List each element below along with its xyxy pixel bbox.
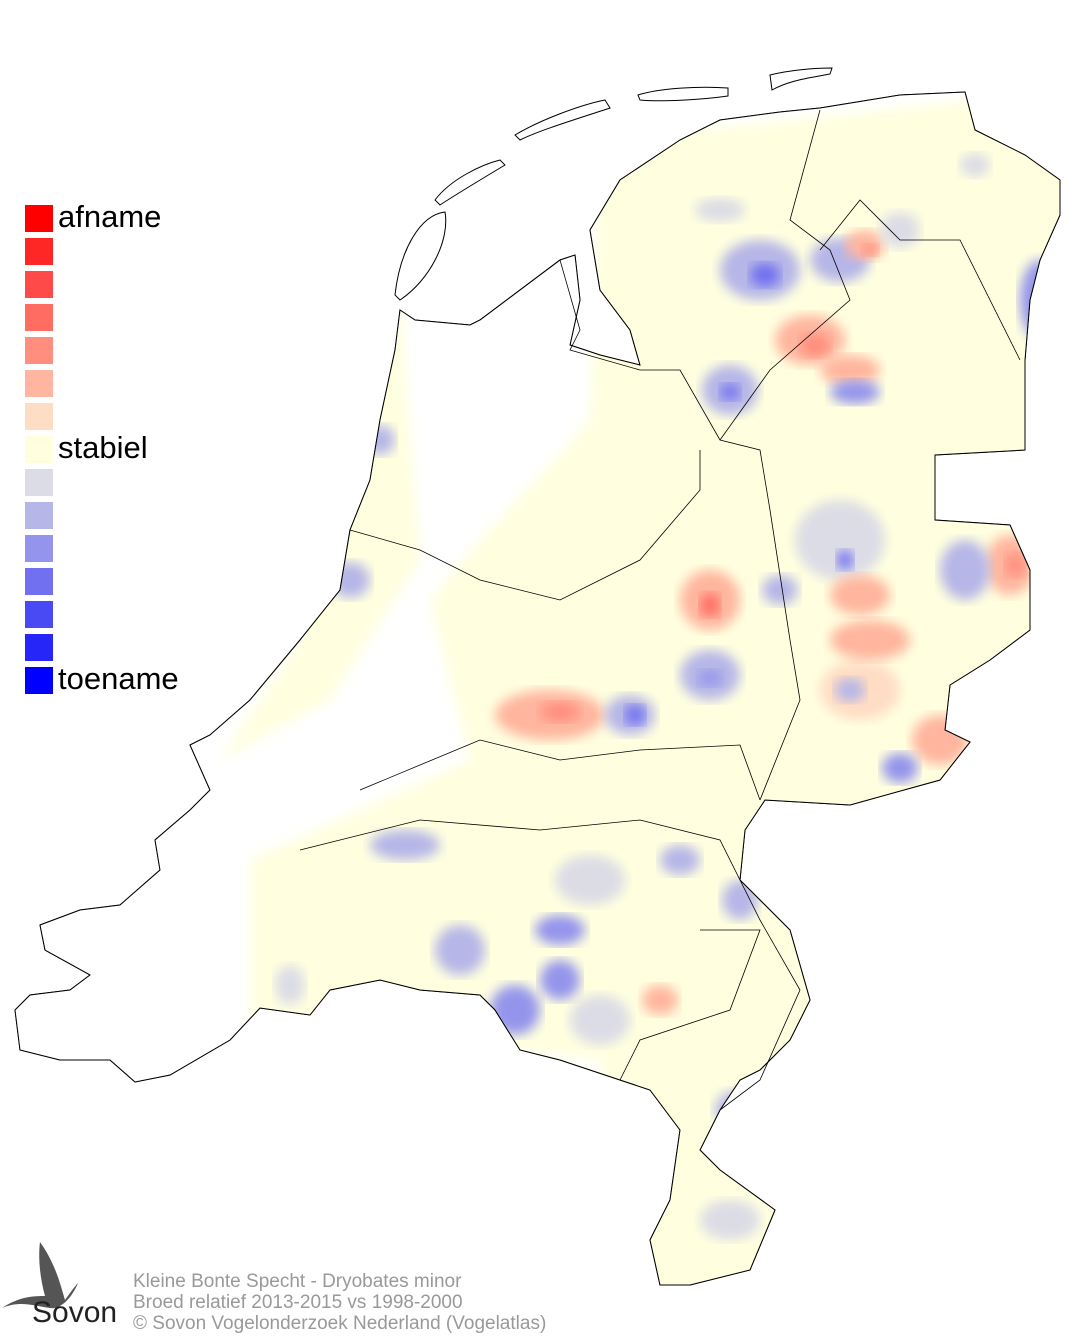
trend-patch bbox=[1020, 260, 1060, 340]
legend-label: toename bbox=[58, 661, 179, 696]
legend-swatch bbox=[25, 271, 53, 298]
trend-patch bbox=[830, 380, 880, 404]
species-title: Kleine Bonte Specht - Dryobates minor bbox=[133, 1271, 462, 1292]
trend-patch bbox=[845, 230, 885, 260]
trend-patch bbox=[830, 575, 890, 615]
trend-patch bbox=[800, 333, 830, 357]
trend-patch bbox=[535, 915, 585, 945]
legend-swatch bbox=[25, 469, 53, 496]
trend-patch bbox=[1005, 553, 1025, 577]
trend-patch bbox=[830, 620, 910, 660]
province-borders bbox=[299, 109, 1021, 1111]
legend-swatch bbox=[25, 304, 53, 331]
legend-label: stabiel bbox=[58, 430, 148, 465]
trend-patch bbox=[555, 855, 625, 905]
trend-patch bbox=[750, 263, 780, 287]
trend-patch bbox=[330, 562, 370, 598]
legend-swatch bbox=[25, 205, 53, 232]
legend-swatch bbox=[25, 370, 53, 397]
trend-patch bbox=[880, 212, 920, 248]
legend-swatch bbox=[25, 601, 53, 628]
trend-patch bbox=[490, 985, 540, 1035]
trend-patch bbox=[700, 1200, 760, 1240]
trend-patch bbox=[762, 575, 798, 605]
trend-patch bbox=[960, 153, 990, 177]
trend-patch bbox=[695, 198, 745, 222]
sovon-logo-text: Sovon bbox=[32, 1296, 118, 1329]
trend-patch bbox=[365, 425, 395, 455]
trend-patch bbox=[882, 753, 918, 783]
trend-patch bbox=[698, 670, 722, 686]
legend-swatch bbox=[25, 337, 53, 364]
country-border bbox=[14, 91, 1061, 1286]
trend-patch bbox=[820, 355, 880, 385]
trend-patch bbox=[540, 702, 580, 722]
legend-swatch bbox=[25, 634, 53, 661]
trend-patch bbox=[720, 384, 740, 400]
trend-patch bbox=[837, 550, 853, 570]
trend-patch bbox=[642, 985, 678, 1015]
trend-patch bbox=[835, 678, 865, 702]
copyright: © Sovon Vogelonderzoek Nederland (Vogela… bbox=[133, 1313, 547, 1334]
trend-patch bbox=[570, 995, 630, 1045]
map-caption: Kleine Bonte Specht - Dryobates minor Br… bbox=[133, 1271, 546, 1334]
trend-patch bbox=[862, 244, 878, 256]
trend-patch bbox=[795, 500, 885, 580]
legend-swatch bbox=[25, 667, 53, 694]
legend-label: afname bbox=[58, 199, 162, 234]
legend-swatch bbox=[25, 436, 53, 463]
sovon-swallow-logo bbox=[2, 1242, 78, 1309]
trend-patch bbox=[625, 705, 645, 725]
trend-patch bbox=[435, 925, 485, 975]
legend-swatch bbox=[25, 502, 53, 529]
trend-patch bbox=[700, 593, 720, 617]
legend-swatch bbox=[25, 238, 53, 265]
trend-patch bbox=[540, 960, 580, 1000]
wadden-islands bbox=[394, 67, 833, 301]
trend-patch bbox=[940, 540, 990, 600]
trend-patch bbox=[722, 880, 758, 920]
trend-patch bbox=[715, 1090, 765, 1130]
period-subtitle: Broed relatief 2013-2015 vs 1998-2000 bbox=[133, 1292, 463, 1313]
trend-patch bbox=[370, 830, 440, 860]
trend-patch bbox=[660, 845, 700, 875]
legend-swatch bbox=[25, 403, 53, 430]
trend-patch bbox=[275, 965, 305, 1005]
legend-swatch bbox=[25, 568, 53, 595]
trend-patch bbox=[912, 715, 968, 765]
legend-swatch bbox=[25, 535, 53, 562]
